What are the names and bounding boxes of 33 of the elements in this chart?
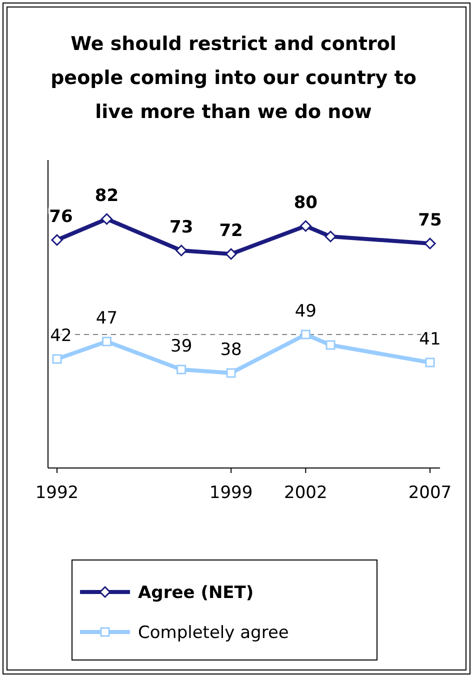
data-label: 39 (170, 336, 192, 356)
data-label: 75 (418, 210, 442, 230)
point (424, 238, 436, 250)
x-tick-label: 2002 (284, 483, 328, 503)
data-label: 80 (294, 193, 318, 213)
point (425, 358, 435, 368)
chart-title: We should restrict and control people coming into our country to live more than we do now (50, 33, 416, 123)
data-label: 42 (50, 326, 72, 346)
x-tick-label: 1999 (209, 483, 253, 503)
data-label: 73 (169, 218, 194, 238)
point (300, 220, 312, 232)
point (52, 354, 62, 364)
legend-label: Agree (NET) (138, 583, 254, 603)
x-tick-label: 1992 (35, 483, 79, 503)
point (300, 330, 310, 340)
point (176, 244, 188, 256)
point (326, 340, 336, 350)
point (51, 234, 63, 246)
point (100, 213, 112, 225)
data-label: 49 (294, 302, 316, 322)
point (176, 364, 186, 374)
point (225, 248, 237, 260)
point (226, 368, 236, 378)
point (102, 336, 112, 346)
data-label: 38 (220, 340, 242, 360)
point (324, 230, 336, 242)
data-label: 82 (94, 186, 119, 206)
data-label: 76 (49, 207, 73, 227)
data-label: 47 (96, 308, 118, 328)
data-label: 41 (419, 330, 441, 350)
x-tick-label: 2007 (408, 483, 452, 503)
legend-label: Completely agree (138, 623, 289, 643)
data-label: 72 (219, 221, 243, 241)
